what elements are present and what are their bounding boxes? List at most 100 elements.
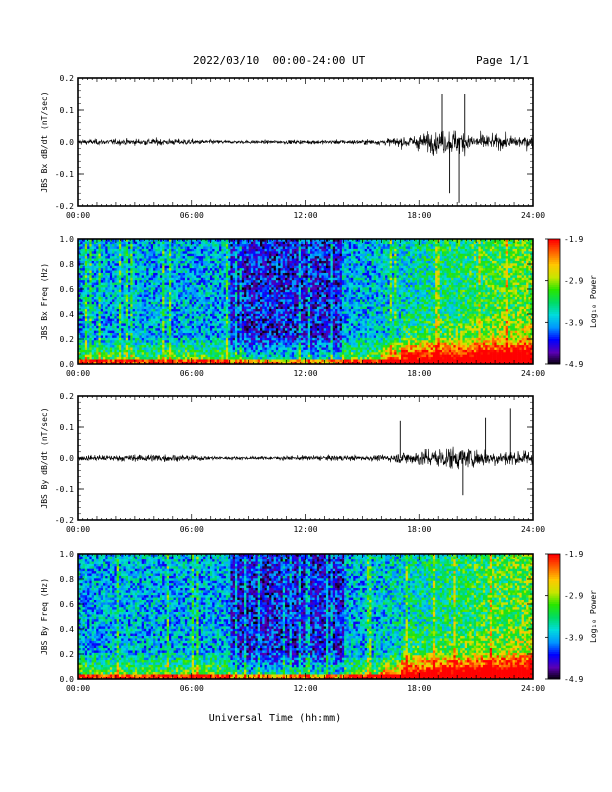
spectrogram-cell: [158, 323, 161, 326]
spectrogram-cell: [160, 342, 163, 345]
spectrogram-cell: [164, 287, 167, 290]
spectrogram-cell: [278, 282, 281, 285]
spectrogram-cell: [215, 318, 218, 321]
spectrogram-cell: [146, 347, 149, 350]
spectrogram-cell: [110, 297, 113, 300]
spectrogram-cell: [80, 342, 83, 345]
spectrogram-cell: [253, 282, 256, 285]
spectrogram-cell: [108, 297, 111, 300]
spectrogram-cell: [249, 265, 252, 268]
spectrogram-cell: [201, 326, 204, 329]
spectrogram-cell: [183, 292, 186, 295]
spectrogram-cell: [162, 357, 165, 360]
spectrogram-cell: [221, 251, 224, 254]
spectrogram-cell: [185, 265, 188, 268]
spectrogram-cell: [203, 306, 206, 309]
spectrogram-cell: [164, 306, 167, 309]
spectrogram-cell: [185, 302, 188, 305]
spectrogram-cell: [180, 316, 183, 319]
spectrogram-cell: [105, 294, 108, 297]
spectrogram-cell: [169, 273, 172, 276]
spectrogram-cell: [230, 289, 233, 292]
spectrogram-cell: [228, 306, 231, 309]
spectrogram-cell: [217, 357, 220, 360]
spectrogram-cell: [160, 265, 163, 268]
spectrogram-cell: [219, 263, 222, 266]
spectrogram-cell: [126, 241, 129, 244]
spectrogram-cell: [280, 328, 283, 331]
spectrogram-cell: [260, 280, 263, 283]
spectrogram-cell: [212, 309, 215, 312]
spectrogram-cell: [228, 265, 231, 268]
spectrogram-cell: [226, 265, 229, 268]
spectrogram-cell: [219, 352, 222, 355]
spectrogram-cell: [142, 330, 145, 333]
spectrogram-cell: [153, 297, 156, 300]
spectrogram-cell: [133, 304, 136, 307]
spectrogram-cell: [121, 338, 124, 341]
spectrogram-cell: [203, 297, 206, 300]
spectrogram-cell: [124, 268, 127, 271]
spectrogram-cell: [171, 263, 174, 266]
spectrogram-cell: [124, 277, 127, 280]
spectrogram-cell: [139, 309, 142, 312]
spectrogram-cell: [271, 275, 274, 278]
spectrogram-cell: [271, 261, 274, 264]
spectrogram-cell: [226, 321, 229, 324]
spectrogram-cell: [235, 328, 238, 331]
spectrogram-cell: [278, 328, 281, 331]
spectrogram-cell: [174, 323, 177, 326]
spectrogram-cell: [103, 289, 106, 292]
spectrogram-cell: [219, 326, 222, 329]
spectrogram-cell: [235, 289, 238, 292]
spectrogram-cell: [126, 326, 129, 329]
spectrogram-cell: [108, 292, 111, 295]
spectrogram-cell: [235, 299, 238, 302]
spectrogram-cell: [144, 347, 147, 350]
spectrogram-cell: [242, 330, 245, 333]
spectrogram-cell: [240, 273, 243, 276]
spectrogram-cell: [217, 292, 220, 295]
spectrogram-cell: [215, 241, 218, 244]
spectrogram-cell: [235, 251, 238, 254]
spectrogram-cell: [103, 294, 106, 297]
spectrogram-cell: [194, 275, 197, 278]
spectrogram-cell: [87, 241, 90, 244]
spectrogram-cell: [180, 265, 183, 268]
spectrogram-cell: [183, 314, 186, 317]
spectrogram-cell: [137, 309, 140, 312]
spectrogram-cell: [160, 256, 163, 259]
spectrogram-cell: [160, 352, 163, 355]
spectrogram-cell: [262, 345, 265, 348]
spectrogram-cell: [151, 270, 154, 273]
spectrogram-cell: [221, 289, 224, 292]
spectrogram-cell: [196, 285, 199, 288]
spectrogram-cell: [101, 338, 104, 341]
spectrogram-cell: [130, 246, 133, 249]
spectrogram-cell: [128, 275, 131, 278]
spectrogram-cell: [92, 251, 95, 254]
spectrogram-cell: [283, 249, 286, 252]
spectrogram-cell: [217, 244, 220, 247]
spectrogram-cell: [130, 273, 133, 276]
spectrogram-cell: [158, 246, 161, 249]
spectrogram-cell: [274, 273, 277, 276]
spectrogram-cell: [160, 263, 163, 266]
spectrogram-cell: [224, 357, 227, 360]
spectrogram-cell: [221, 342, 224, 345]
spectrogram-cell: [167, 241, 170, 244]
spectrogram-cell: [155, 359, 158, 362]
spectrogram-cell: [155, 294, 158, 297]
spectrogram-cell: [169, 311, 172, 314]
spectrogram-cell: [176, 241, 179, 244]
spectrogram-cell: [119, 261, 122, 264]
spectrogram-cell: [110, 333, 113, 336]
spectrogram-cell: [240, 289, 243, 292]
spectrogram-cell: [151, 335, 154, 338]
spectrogram-cell: [228, 333, 231, 336]
spectrogram-cell: [199, 326, 202, 329]
spectrogram-cell: [235, 258, 238, 261]
spectrogram-cell: [126, 292, 129, 295]
spectrogram-cell: [135, 258, 138, 261]
spectrogram-cell: [262, 328, 265, 331]
